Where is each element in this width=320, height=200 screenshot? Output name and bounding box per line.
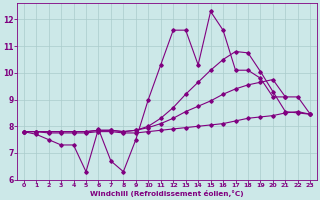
X-axis label: Windchill (Refroidissement éolien,°C): Windchill (Refroidissement éolien,°C): [90, 190, 244, 197]
